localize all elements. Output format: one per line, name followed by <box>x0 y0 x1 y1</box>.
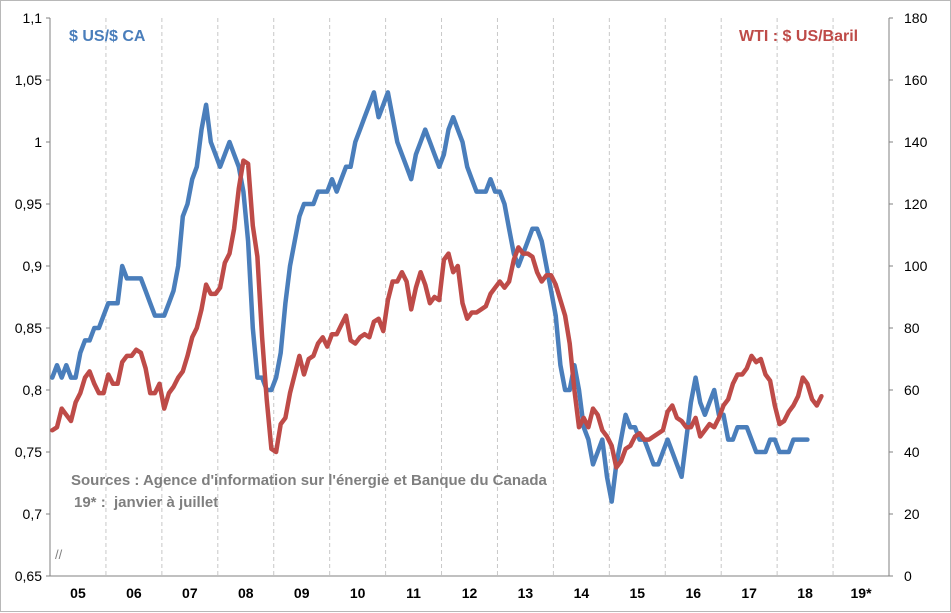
x-tick-label: 15 <box>630 585 646 601</box>
x-tick-label: 13 <box>518 585 534 601</box>
series-label-cad: $ US/$ CA <box>69 28 146 45</box>
right-tick-label: 80 <box>904 320 920 336</box>
right-tick-label: 160 <box>904 72 928 88</box>
x-tick-label: 09 <box>294 585 310 601</box>
left-tick-label: 1,05 <box>15 72 42 88</box>
x-tick-label: 08 <box>238 585 254 601</box>
x-tick-label: 05 <box>70 585 86 601</box>
x-tick-label: 14 <box>574 585 590 601</box>
axis-break-mark: // <box>55 547 63 562</box>
x-tick-label: 12 <box>462 585 478 601</box>
x-tick-label: 17 <box>741 585 757 601</box>
left-tick-label: 0,85 <box>15 320 42 336</box>
series-line-cad <box>50 90 810 504</box>
x-tick-label: 11 <box>406 585 421 601</box>
x-tick-label: 18 <box>797 585 813 601</box>
right-tick-label: 20 <box>904 506 920 522</box>
source-note: Sources : Agence d'information sur l'éne… <box>71 472 547 489</box>
series-layer <box>50 90 824 504</box>
left-tick-label: 0,8 <box>23 382 43 398</box>
right-axis-ticks: 0 20 40 60 80 100 120 140 160 180 <box>889 10 928 584</box>
x-tick-label: 06 <box>126 585 142 601</box>
left-tick-label: 0,75 <box>15 444 42 460</box>
series-label-wti: WTI : $ US/Baril <box>739 28 858 45</box>
x-tick-label: 16 <box>685 585 701 601</box>
x-tick-label: 10 <box>350 585 366 601</box>
x-axis-ticks: 05 06 07 08 09 10 11 12 13 14 15 16 17 18 19* <box>70 585 872 601</box>
left-tick-label: 0,7 <box>23 506 43 522</box>
right-tick-label: 60 <box>904 382 920 398</box>
series-line-wti <box>50 158 824 470</box>
left-tick-label: 1,1 <box>23 10 43 26</box>
right-tick-label: 140 <box>904 134 928 150</box>
grid-lines <box>105 18 834 576</box>
right-tick-label: 120 <box>904 196 928 212</box>
right-tick-label: 0 <box>904 568 912 584</box>
left-axis-ticks: 0,65 0,7 0,75 0,8 0,85 0,9 0,95 1 1,05 1,1 <box>15 10 50 584</box>
x-tick-label: 07 <box>182 585 198 601</box>
left-tick-label: 1 <box>34 134 42 150</box>
x-tick-label: 19* <box>851 585 873 601</box>
right-tick-label: 40 <box>904 444 920 460</box>
right-tick-label: 180 <box>904 10 928 26</box>
left-tick-label: 0,65 <box>15 568 42 584</box>
axes <box>49 18 890 577</box>
left-tick-label: 0,9 <box>23 258 43 274</box>
period-note: 19* : janvier à juillet <box>74 494 218 511</box>
left-tick-label: 0,95 <box>15 196 42 212</box>
right-tick-label: 100 <box>904 258 928 274</box>
